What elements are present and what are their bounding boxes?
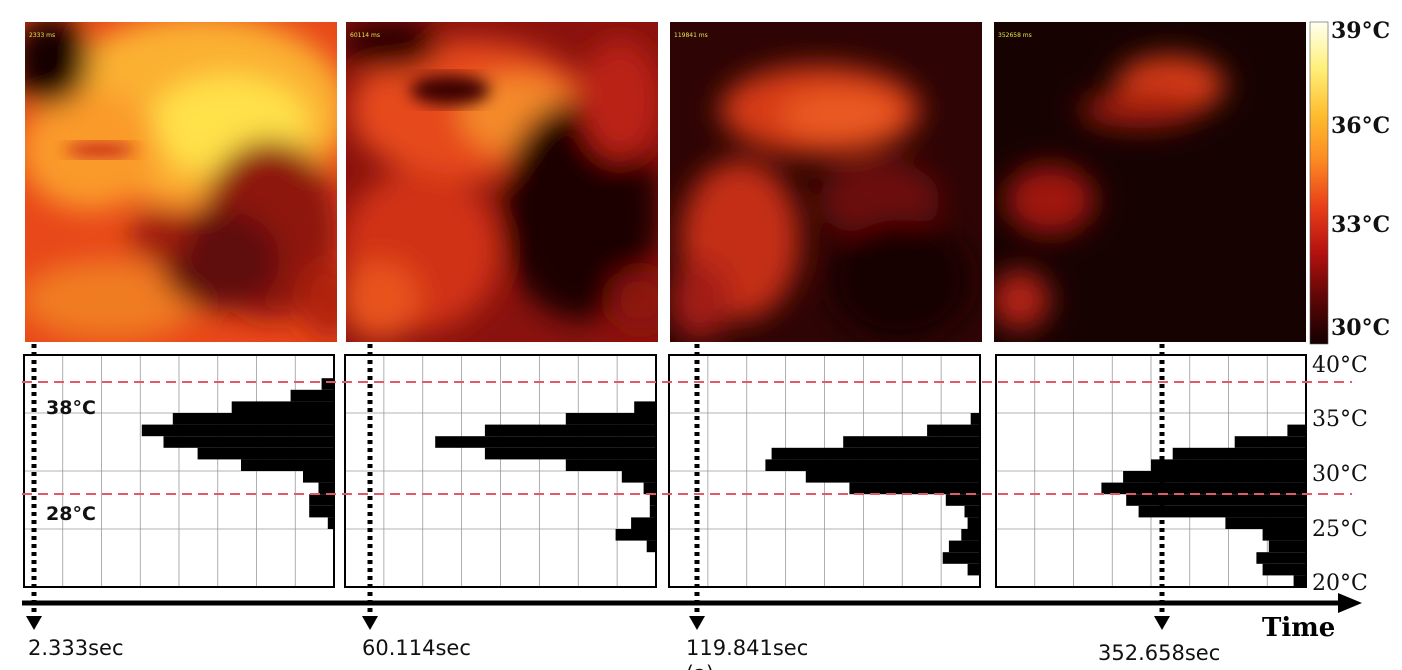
histogram-panel-1 xyxy=(23,354,335,588)
histogram-bar xyxy=(967,517,980,529)
histogram-bar xyxy=(970,413,980,425)
histogram-bar xyxy=(1268,540,1306,553)
time-marker-label-4: 352.658sec xyxy=(1098,641,1220,665)
hist-axis-label-35: 35°C xyxy=(1312,407,1368,432)
histogram-bar xyxy=(1234,436,1306,448)
histogram-bar xyxy=(309,505,334,518)
histogram-bar xyxy=(1262,563,1306,576)
time-marker-arrow-3 xyxy=(689,616,705,630)
histogram-bar xyxy=(1256,552,1306,564)
histogram-bar xyxy=(646,540,656,553)
histogram-bar xyxy=(649,505,656,518)
histogram-frame xyxy=(668,354,981,588)
histogram-bar xyxy=(1123,471,1306,483)
time-marker-arrow-1 xyxy=(26,616,42,630)
histogram-bar xyxy=(484,447,656,460)
histogram-bar xyxy=(948,540,980,553)
histogram-panels xyxy=(23,354,1307,588)
histogram-bar xyxy=(290,389,334,402)
histogram-bar xyxy=(1151,459,1306,471)
colorbar xyxy=(1309,21,1329,345)
histogram-bar xyxy=(1172,447,1306,460)
thermal-frame-1 xyxy=(25,22,337,342)
histogram-bar xyxy=(318,482,334,495)
histogram-panel-3 xyxy=(668,354,981,588)
frame-timestamp-2: 60114 ms xyxy=(350,32,380,39)
histogram-bar xyxy=(621,471,656,483)
colorbar-label-36: 36°C xyxy=(1331,113,1390,139)
histogram-bar xyxy=(1225,517,1306,529)
threshold-label-38: 38°C xyxy=(46,397,96,419)
hist-axis-label-40: 40°C xyxy=(1312,353,1368,378)
histogram-bar xyxy=(945,494,980,506)
histogram-bar xyxy=(967,563,980,576)
hist-axis-label-30: 30°C xyxy=(1312,462,1368,487)
histogram-bar xyxy=(1293,575,1306,587)
time-axis-arrowhead xyxy=(1338,593,1362,613)
time-marker-label-2: 60.114sec xyxy=(362,636,471,660)
histogram-bar xyxy=(231,401,334,413)
histogram-panel-4 xyxy=(995,354,1307,588)
histogram-bar xyxy=(484,424,656,437)
histogram-bar xyxy=(765,459,980,471)
histogram-bar xyxy=(565,413,656,425)
histogram-bar xyxy=(942,552,980,564)
frame-timestamp-3: 119841 ms xyxy=(674,32,708,39)
histogram-bar xyxy=(849,482,980,495)
histogram-bar xyxy=(649,494,656,506)
colorbar-label-30: 30°C xyxy=(1331,315,1390,341)
histogram-bar xyxy=(1126,494,1306,506)
histogram-bar xyxy=(1287,424,1306,437)
histogram-bar xyxy=(927,424,980,437)
histogram-bar xyxy=(172,413,334,425)
histogram-bar xyxy=(805,471,980,483)
time-axis-label: Time xyxy=(1262,613,1335,643)
histogram-bar xyxy=(163,436,334,448)
colorbar-label-39: 39°C xyxy=(1331,18,1390,44)
time-marker-label-1: 2.333sec xyxy=(28,636,124,660)
histogram-bar xyxy=(961,529,980,541)
thermal-frame-3 xyxy=(670,22,982,342)
histogram-frame xyxy=(23,354,335,588)
histogram-frame xyxy=(995,354,1307,588)
time-marker-arrow-2 xyxy=(362,616,378,630)
histogram-frame xyxy=(344,354,657,588)
hist-axis-label-20: 20°C xyxy=(1312,571,1368,596)
thermal-frame-2 xyxy=(346,22,658,342)
time-marker-label-3: 119.841sec xyxy=(686,636,808,660)
histogram-bar xyxy=(327,517,334,529)
histogram-bar xyxy=(634,401,656,413)
histogram-bar xyxy=(565,459,656,471)
histogram-bar xyxy=(1101,482,1306,495)
colorbar-label-33: 33°C xyxy=(1331,212,1390,238)
histogram-bar xyxy=(1138,505,1306,518)
frame-timestamp-1: 2333 ms xyxy=(29,32,55,39)
histogram-bar xyxy=(631,517,656,529)
histogram-bar xyxy=(141,424,334,437)
frame-timestamp-4: 352658 ms xyxy=(998,32,1032,39)
histogram-bar xyxy=(615,529,656,541)
histogram-bar xyxy=(435,436,656,448)
histogram-bar xyxy=(1262,529,1306,541)
thermal-frame-4 xyxy=(994,22,1306,342)
hist-axis-label-25: 25°C xyxy=(1312,517,1368,542)
histogram-bar xyxy=(964,505,981,518)
time-marker-arrow-4 xyxy=(1154,616,1170,630)
histogram-bar xyxy=(197,447,334,460)
histogram-bar xyxy=(843,436,980,448)
histogram-panel-2 xyxy=(344,354,657,588)
histogram-bar xyxy=(309,494,334,506)
histogram-bar xyxy=(771,447,980,460)
histogram-bar xyxy=(643,482,656,495)
histogram-bar xyxy=(241,459,334,471)
threshold-label-28: 28°C xyxy=(46,503,96,525)
histogram-bar xyxy=(303,471,334,483)
histogram-bar xyxy=(321,378,334,390)
partial-caption: (a) xyxy=(686,661,714,670)
